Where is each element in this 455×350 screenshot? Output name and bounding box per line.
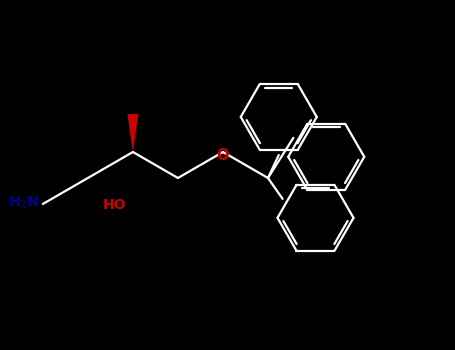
Text: H$_2$N: H$_2$N [8, 195, 39, 211]
Text: HO: HO [103, 198, 126, 212]
Text: O: O [217, 147, 229, 162]
Polygon shape [127, 114, 138, 152]
